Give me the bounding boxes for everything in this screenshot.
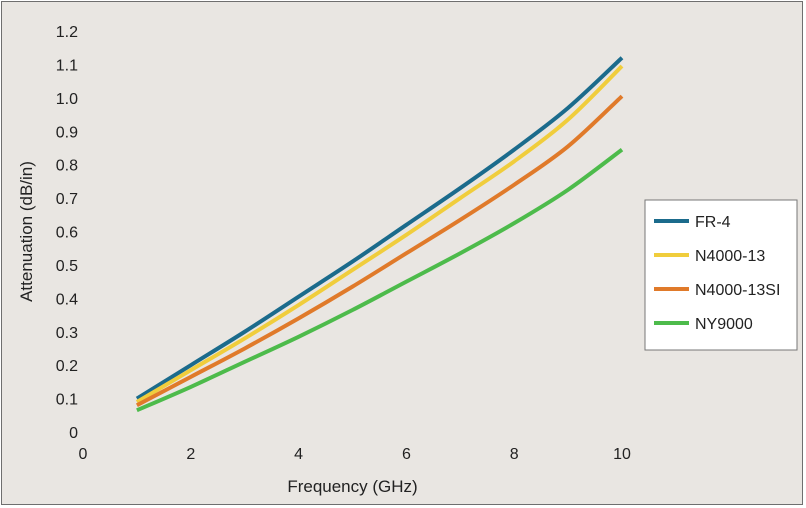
x-tick-label: 2	[186, 446, 195, 463]
y-tick-label: 0	[69, 425, 78, 442]
x-tick-label: 0	[79, 446, 88, 463]
legend-label: FR-4	[695, 214, 731, 231]
y-tick-label: 0.6	[56, 225, 78, 242]
y-tick-label: 0.7	[56, 191, 78, 208]
legend-items: FR-4 N4000-13 N4000-13SI NY9000	[654, 214, 780, 333]
y-tick-label: 0.1	[56, 392, 78, 409]
series-lines	[135, 56, 624, 413]
legend-label: NY9000	[695, 316, 753, 333]
x-tick-label: 4	[294, 446, 303, 463]
x-axis-ticks: 0 2 4 6 8 10	[79, 446, 631, 463]
y-tick-label: 1.0	[56, 91, 78, 108]
y-axis-title: Attenuation (dB/in)	[17, 161, 36, 302]
y-tick-label: 0.2	[56, 358, 78, 375]
series-line-fr-4	[135, 56, 624, 401]
series-line-ny9000	[136, 148, 624, 413]
legend-label: N4000-13SI	[695, 282, 780, 299]
y-tick-label: 1.2	[56, 24, 78, 41]
x-tick-label: 8	[510, 446, 519, 463]
legend: FR-4 N4000-13 N4000-13SI NY9000	[644, 199, 798, 351]
y-tick-label: 1.1	[56, 57, 78, 74]
y-tick-label: 0.5	[56, 258, 78, 275]
y-tick-label: 0.3	[56, 325, 78, 342]
y-tick-label: 0.9	[56, 124, 78, 141]
series-line-n4000-13	[135, 64, 624, 404]
y-tick-label: 0.8	[56, 158, 78, 175]
x-axis-title: Frequency (GHz)	[287, 477, 417, 496]
y-axis-ticks: 0 0.1 0.2 0.3 0.4 0.5 0.6 0.7 0.8 0.9 1.0 1.1 1.2	[56, 24, 78, 442]
series-line-n4000-13si	[135, 94, 624, 408]
x-tick-label: 6	[402, 446, 411, 463]
x-tick-label: 10	[613, 446, 631, 463]
legend-label: N4000-13	[695, 248, 765, 265]
y-tick-label: 0.4	[56, 291, 78, 308]
legend-box	[644, 199, 798, 351]
